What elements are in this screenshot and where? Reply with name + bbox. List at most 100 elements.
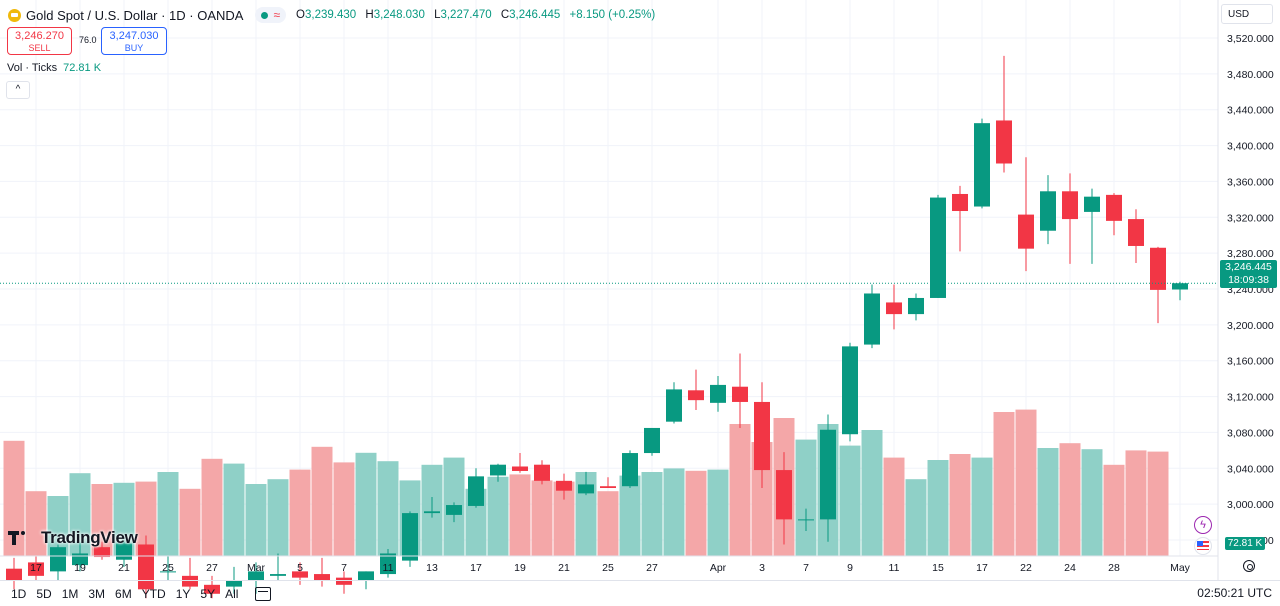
range-button-6m[interactable]: 6M: [115, 586, 132, 601]
volume-bar: [267, 479, 289, 556]
candle-body: [666, 389, 682, 422]
volume-label: Vol · Ticks: [7, 62, 58, 74]
candle-body: [908, 297, 924, 315]
candle-body: [182, 575, 198, 587]
x-tick-label: 24: [1064, 562, 1076, 574]
candle-body: [732, 386, 748, 402]
range-button-1y[interactable]: 1Y: [175, 586, 191, 601]
x-tick-label: 5: [297, 562, 303, 574]
range-button-1d[interactable]: 1D: [11, 586, 27, 601]
x-tick-label: 22: [1020, 562, 1032, 574]
volume-bar: [91, 484, 113, 556]
volume-bar: [1015, 409, 1037, 556]
settings-gear-icon[interactable]: [1243, 560, 1255, 572]
volume-bar: [993, 412, 1015, 556]
lightning-icon[interactable]: ϟ: [1194, 516, 1212, 534]
spread-value: 76.0: [79, 35, 97, 45]
volume-bar: [311, 446, 333, 556]
volume-bar: [509, 474, 531, 556]
volume-bar: [663, 468, 685, 556]
volume-bar: [971, 457, 993, 556]
y-tick-label: 3,200.000: [1227, 320, 1274, 332]
volume-bar: [1081, 449, 1103, 556]
volume-bar: [1125, 450, 1147, 556]
volume-bar: [839, 445, 861, 556]
range-button-1m[interactable]: 1M: [61, 586, 79, 601]
x-tick-label: 19: [74, 562, 86, 574]
volume-bar: [3, 440, 25, 556]
candle-body: [688, 390, 704, 401]
candle-body: [94, 547, 110, 558]
volume-bar: [113, 482, 135, 556]
range-button-3m[interactable]: 3M: [88, 586, 106, 601]
x-tick-label: 21: [118, 562, 130, 574]
range-button-ytd[interactable]: YTD: [141, 586, 166, 601]
ohlc-readout: O3,239.430 H3,248.030 L3,227.470 C3,246.…: [296, 9, 661, 21]
x-tick-label: Apr: [710, 562, 727, 574]
market-status-pill[interactable]: ≈: [255, 7, 287, 23]
candle-body: [754, 401, 770, 471]
volume-bar: [619, 475, 641, 556]
x-tick-label: 17: [976, 562, 988, 574]
high-label: H: [365, 9, 374, 21]
candle-body: [842, 346, 858, 435]
calendar-icon[interactable]: [255, 586, 272, 601]
collapse-legend-button[interactable]: ^: [6, 81, 30, 99]
x-tick-label: 19: [514, 562, 526, 574]
buy-price: 3,247.030: [109, 30, 159, 42]
x-tick-label: May: [1170, 562, 1191, 574]
sell-button[interactable]: 3,246.270 SELL: [7, 27, 72, 55]
x-tick-label: 21: [558, 562, 570, 574]
y-tick-label: 3,040.000: [1227, 463, 1274, 475]
currency-selector[interactable]: USD: [1221, 4, 1273, 24]
candle-body: [534, 464, 550, 481]
candle-body: [952, 193, 968, 212]
y-tick-label: 3,320.000: [1227, 212, 1274, 224]
volume-legend[interactable]: Vol · Ticks 72.81 K: [7, 62, 101, 74]
candle-body: [996, 120, 1012, 164]
x-tick-label: 9: [847, 562, 853, 574]
candle-body: [160, 571, 176, 573]
candle-body: [204, 584, 220, 594]
range-button-all[interactable]: All: [225, 586, 239, 601]
range-button-5y[interactable]: 5Y: [200, 586, 216, 601]
volume-bar: [751, 442, 773, 556]
candle-body: [314, 574, 330, 581]
candle-body: [402, 513, 418, 561]
candle-body: [798, 519, 814, 521]
volume-bar: [1147, 451, 1169, 556]
candle-body: [512, 466, 528, 471]
low-value: 3,227.470: [440, 9, 492, 21]
candle-body: [864, 293, 880, 345]
low-label: L: [434, 9, 441, 21]
volume-bar: [47, 496, 69, 556]
us-flag-icon[interactable]: [1194, 537, 1212, 555]
close-value: 3,246.445: [509, 9, 561, 21]
y-tick-label: 3,360.000: [1227, 176, 1274, 188]
candle-body: [930, 197, 946, 298]
market-open-dot-icon: [261, 11, 269, 19]
candle-body: [820, 429, 836, 520]
volume-bar: [69, 473, 91, 556]
volume-bar: [333, 462, 355, 556]
symbol-title[interactable]: Gold Spot / U.S. Dollar · 1D · OANDA: [26, 7, 244, 23]
buy-label: BUY: [124, 43, 144, 53]
current-price-label: 3,246.445: [1225, 261, 1272, 273]
candle-body: [1084, 196, 1100, 212]
candle-body: [556, 480, 572, 491]
volume-bar: [25, 491, 47, 556]
x-tick-label: 17: [30, 562, 42, 574]
candle-body: [226, 580, 242, 587]
volume-bar: [729, 424, 751, 556]
y-tick-label: 3,080.000: [1227, 427, 1274, 439]
open-value: 3,239.430: [305, 9, 357, 21]
buy-button[interactable]: 3,247.030 BUY: [101, 27, 167, 55]
volume-bar: [795, 439, 817, 556]
range-button-5d[interactable]: 5D: [36, 586, 52, 601]
x-tick-label: 11: [889, 562, 900, 574]
volume-bar: [201, 458, 223, 556]
utc-clock[interactable]: 02:50:21 UTC: [1197, 586, 1272, 600]
y-tick-label: 3,120.000: [1227, 392, 1274, 404]
x-tick-label: 13: [426, 562, 438, 574]
